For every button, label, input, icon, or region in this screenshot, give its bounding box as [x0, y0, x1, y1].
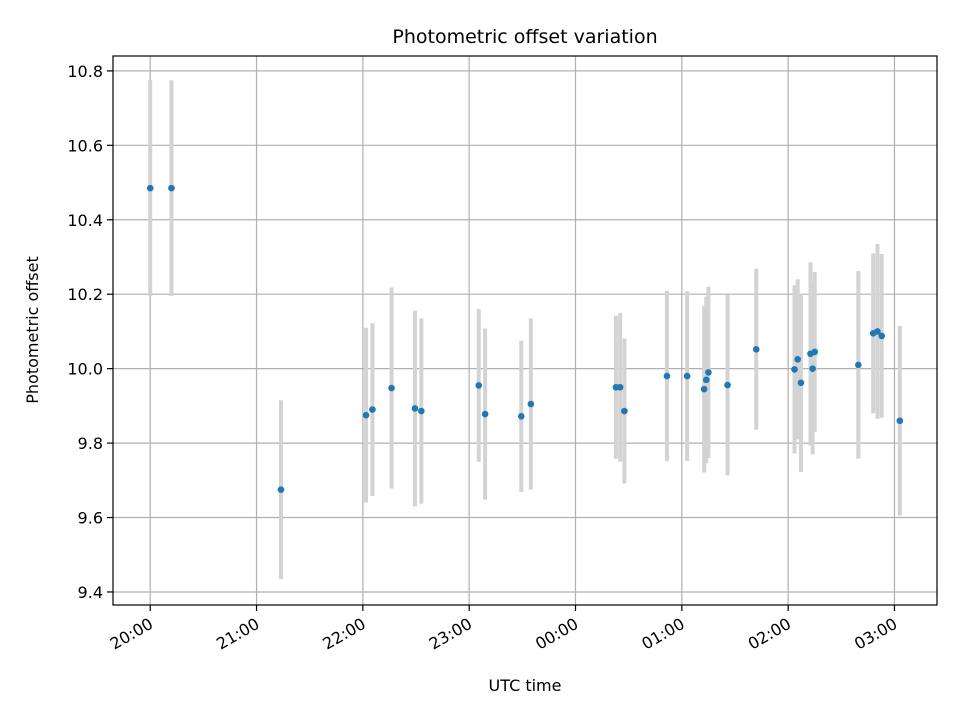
data-point	[146, 184, 154, 192]
data-point	[809, 365, 816, 372]
data-point	[794, 356, 802, 363]
data-point	[705, 369, 712, 376]
data-point	[527, 400, 535, 408]
data-point	[517, 412, 525, 420]
chart-title: Photometric offset variation	[392, 26, 657, 48]
data-point	[621, 407, 628, 415]
y-axis-ticks: 9.4 9.6 9.8 10.0 10.2 10.4 10.6 10.8	[67, 62, 113, 602]
data-point	[874, 328, 881, 335]
data-point	[362, 411, 370, 419]
data-point	[388, 384, 395, 392]
data-point	[896, 417, 904, 425]
y-tick-label: 9.4	[78, 583, 103, 602]
data-point	[702, 376, 710, 384]
data-point	[475, 382, 483, 389]
y-tick-label: 9.6	[78, 509, 103, 528]
data-point	[878, 332, 886, 340]
data-point	[418, 407, 425, 415]
y-tick-label: 10.8	[67, 62, 103, 81]
y-axis-label: Photometric offset	[23, 256, 42, 404]
data-point	[855, 361, 862, 369]
y-tick-label: 10.2	[67, 285, 103, 304]
data-point	[752, 345, 760, 353]
data-point	[683, 372, 691, 380]
x-axis-label: UTC time	[489, 676, 562, 695]
data-point	[616, 383, 624, 391]
data-point	[700, 385, 708, 393]
data-point	[663, 372, 671, 380]
y-tick-label: 10.0	[67, 360, 103, 379]
data-point	[369, 406, 376, 413]
data-point	[481, 410, 489, 418]
y-tick-label: 10.4	[67, 211, 103, 230]
y-tick-label: 9.8	[78, 434, 103, 453]
plot-frame	[112, 55, 938, 606]
data-point	[411, 405, 419, 412]
data-point	[724, 381, 731, 389]
y-tick-label: 10.6	[67, 136, 103, 155]
data-point	[277, 486, 285, 493]
data-point	[797, 379, 805, 387]
data-points	[146, 184, 904, 493]
data-point	[791, 366, 798, 373]
data-point	[168, 184, 175, 192]
data-point	[811, 348, 819, 356]
